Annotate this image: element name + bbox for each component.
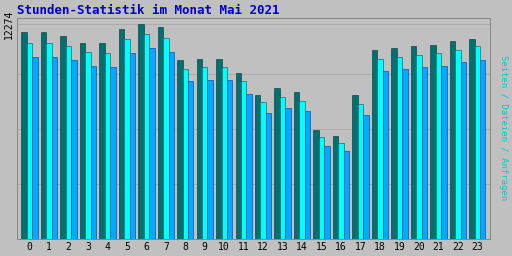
Bar [71, 60, 77, 239]
Bar [397, 57, 402, 239]
Bar [46, 43, 52, 239]
Bar [52, 57, 57, 239]
Bar [338, 143, 344, 239]
Bar [86, 52, 91, 239]
Bar [372, 50, 377, 239]
Bar [411, 46, 416, 239]
Bar [246, 94, 252, 239]
Bar [333, 136, 338, 239]
Bar [416, 55, 421, 239]
Bar [382, 71, 388, 239]
Bar [266, 113, 271, 239]
Bar [324, 146, 330, 239]
Bar [149, 48, 155, 239]
Bar [163, 38, 168, 239]
Bar [183, 69, 188, 239]
Bar [469, 39, 475, 239]
Text: Seiten / Dateien / Anfragen: Seiten / Dateien / Anfragen [499, 56, 508, 200]
Bar [436, 53, 441, 239]
Bar [305, 111, 310, 239]
Bar [119, 29, 124, 239]
Bar [130, 53, 135, 239]
Bar [280, 97, 285, 239]
Bar [227, 80, 232, 239]
Bar [441, 66, 446, 239]
Bar [261, 102, 266, 239]
Bar [358, 104, 363, 239]
Bar [188, 81, 194, 239]
Bar [80, 43, 86, 239]
Bar [313, 131, 319, 239]
Bar [60, 36, 66, 239]
Bar [168, 52, 174, 239]
Bar [363, 115, 369, 239]
Bar [455, 50, 460, 239]
Bar [197, 59, 202, 239]
Bar [207, 80, 213, 239]
Bar [450, 41, 455, 239]
Bar [91, 66, 96, 239]
Bar [319, 137, 324, 239]
Bar [352, 95, 358, 239]
Bar [22, 32, 27, 239]
Bar [421, 67, 427, 239]
Bar [144, 34, 149, 239]
Bar [124, 39, 130, 239]
Bar [158, 27, 163, 239]
Bar [27, 43, 32, 239]
Bar [402, 69, 408, 239]
Bar [32, 57, 38, 239]
Bar [344, 152, 349, 239]
Bar [391, 48, 397, 239]
Bar [430, 45, 436, 239]
Bar [41, 32, 46, 239]
Bar [480, 60, 485, 239]
Bar [241, 81, 246, 239]
Bar [216, 59, 222, 239]
Bar [110, 67, 116, 239]
Bar [300, 101, 305, 239]
Bar [236, 73, 241, 239]
Bar [99, 43, 105, 239]
Bar [138, 24, 144, 239]
Bar [66, 46, 71, 239]
Bar [460, 62, 466, 239]
Bar [274, 88, 280, 239]
Bar [294, 92, 300, 239]
Bar [255, 95, 261, 239]
Bar [285, 108, 291, 239]
Bar [222, 67, 227, 239]
Bar [105, 53, 110, 239]
Bar [202, 67, 207, 239]
Text: Stunden-Statistik im Monat Mai 2021: Stunden-Statistik im Monat Mai 2021 [17, 4, 280, 17]
Bar [177, 60, 183, 239]
Bar [377, 59, 382, 239]
Bar [475, 46, 480, 239]
